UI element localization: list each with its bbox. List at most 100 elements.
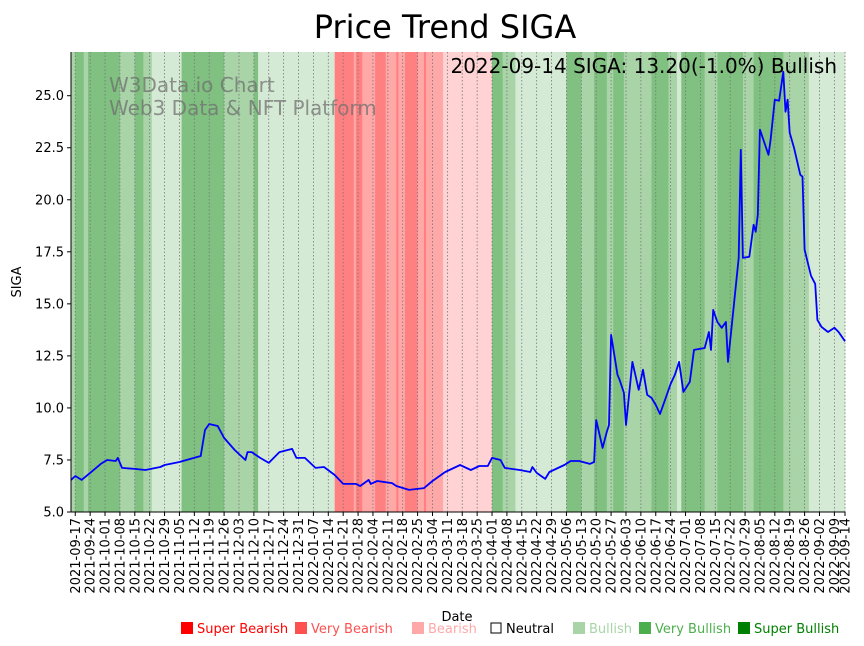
- y-tick-label: 10.0: [35, 401, 64, 416]
- x-tick-label: 2022-02-18: [396, 518, 411, 594]
- band-bullish: [677, 52, 682, 512]
- legend-label: Bearish: [428, 622, 477, 637]
- band-very-bullish: [606, 52, 614, 512]
- x-tick-label: 2022-01-07: [307, 518, 322, 594]
- legend-item-very-bullish: Very Bullish: [639, 622, 731, 637]
- band-super-bullish: [88, 52, 121, 512]
- x-tick-label: 2022-09-14: [839, 518, 854, 594]
- band-very-bullish: [623, 52, 652, 512]
- band-very-bullish: [119, 52, 136, 512]
- x-tick-label: 2022-05-27: [605, 518, 620, 594]
- x-tick-label: 2021-11-19: [203, 518, 218, 594]
- x-tick-label: 2021-12-31: [292, 518, 307, 594]
- band-super-bearish: [423, 52, 427, 512]
- x-tick-label: 2021-12-03: [232, 518, 247, 594]
- y-tick-label: 15.0: [35, 297, 64, 312]
- legend-item-super-bullish: Super Bullish: [738, 622, 839, 637]
- band-super-bullish: [681, 52, 705, 512]
- band-super-bearish: [375, 52, 387, 512]
- band-super-bullish: [134, 52, 144, 512]
- chart-title: Price Trend SIGA: [314, 8, 577, 46]
- band-bearish: [443, 52, 493, 512]
- x-tick-label: 2021-11-26: [218, 518, 233, 594]
- x-tick-label: 2022-02-11: [381, 518, 396, 594]
- band-super-bullish: [613, 52, 625, 512]
- band-very-bearish: [426, 52, 444, 512]
- band-very-bullish: [668, 52, 678, 512]
- legend-swatch: [295, 622, 307, 634]
- x-tick-label: 2022-07-29: [739, 518, 754, 594]
- x-tick-label: 2022-07-15: [709, 518, 724, 594]
- legend-item-neutral: Neutral: [490, 622, 554, 637]
- x-tick-label: 2022-04-15: [515, 518, 530, 594]
- legend-label: Super Bullish: [754, 622, 839, 637]
- legend-swatch: [412, 622, 424, 634]
- x-tick-label: 2022-07-01: [679, 518, 694, 594]
- x-tick-label: 2022-03-25: [471, 518, 486, 594]
- x-tick-label: 2022-01-21: [337, 518, 352, 594]
- x-tick-label: 2022-07-22: [724, 518, 739, 594]
- x-tick-label: 2022-03-04: [426, 518, 441, 594]
- x-tick-label: 2022-06-17: [649, 518, 664, 594]
- band-bullish: [258, 52, 335, 512]
- watermark-line-2: Web3 Data & NFT Platform: [109, 96, 377, 120]
- legend-swatch: [738, 622, 750, 634]
- x-tick-label: 2021-12-24: [277, 518, 292, 594]
- band-very-bullish: [224, 52, 255, 512]
- band-very-bearish: [417, 52, 425, 512]
- y-axis-label: SIGA: [10, 266, 25, 297]
- legend-label: Very Bearish: [311, 622, 393, 637]
- x-axis-label: Date: [441, 610, 472, 625]
- y-tick-label: 12.5: [35, 349, 64, 364]
- x-tick-label: 2022-04-22: [530, 518, 545, 594]
- x-tick-label: 2022-03-11: [441, 518, 456, 594]
- band-very-bearish: [353, 52, 357, 512]
- x-tick-label: 2021-10-08: [113, 518, 128, 594]
- y-tick-label: 5.0: [43, 506, 64, 521]
- legend-swatch: [490, 622, 502, 634]
- x-tick-label: 2022-03-18: [456, 518, 471, 594]
- band-very-bullish: [71, 52, 76, 512]
- y-tick-label: 7.5: [43, 453, 64, 468]
- legend-label: Very Bullish: [655, 622, 731, 637]
- x-tick-label: 2021-12-17: [262, 518, 277, 594]
- y-axis-ticks: 5.0 7.5 10.0 12.5 15.0 17.5 20.0 22.5 25.0: [35, 89, 71, 521]
- x-tick-label: 2022-07-08: [694, 518, 709, 594]
- y-tick-label: 17.5: [35, 245, 64, 260]
- x-tick-label: 2022-04-29: [545, 518, 560, 594]
- x-tick-label: 2022-04-08: [500, 518, 515, 594]
- x-tick-label: 2022-01-14: [322, 518, 337, 594]
- legend-item-bearish: Bearish: [412, 622, 477, 637]
- x-tick-label: 2021-09-24: [84, 518, 99, 594]
- x-tick-label: 2022-08-05: [753, 518, 768, 594]
- x-tick-label: 2022-06-03: [619, 518, 634, 594]
- band-very-bearish: [398, 52, 406, 512]
- band-super-bullish: [75, 52, 85, 512]
- x-axis-ticks: 2021-09-17 2021-09-24 2021-10-01 2021-10-08…: [69, 512, 854, 594]
- x-tick-label: 2021-10-22: [143, 518, 158, 594]
- band-super-bullish: [566, 52, 582, 512]
- x-tick-label: 2022-04-01: [486, 518, 501, 594]
- y-tick-label: 22.5: [35, 141, 64, 156]
- x-tick-label: 2021-11-12: [188, 518, 203, 594]
- x-tick-label: 2021-10-15: [128, 518, 143, 594]
- x-tick-label: 2022-05-06: [560, 518, 575, 594]
- band-super-bullish: [181, 52, 225, 512]
- legend: Super Bearish Very Bearish Bearish Neutral B…: [181, 622, 839, 637]
- x-tick-label: 2022-05-20: [590, 518, 605, 594]
- band-very-bullish: [502, 52, 516, 512]
- legend-item-very-bearish: Very Bearish: [295, 622, 393, 637]
- x-tick-label: 2022-09-02: [813, 518, 828, 594]
- latest-price-annotation: 2022-09-14 SIGA: 13.20(-1.0%) Bullish: [450, 54, 837, 78]
- x-tick-label: 2022-08-19: [783, 518, 798, 594]
- x-tick-label: 2022-06-24: [664, 518, 679, 594]
- x-tick-label: 2022-09-09: [828, 518, 843, 594]
- band-very-bullish: [83, 52, 89, 512]
- x-tick-label: 2021-10-01: [99, 518, 114, 594]
- x-tick-label: 2022-02-25: [411, 518, 426, 594]
- band-super-bullish: [594, 52, 608, 512]
- band-very-bullish: [742, 52, 754, 512]
- watermark-line-1: W3Data.io Chart: [109, 73, 275, 97]
- band-super-bearish: [404, 52, 418, 512]
